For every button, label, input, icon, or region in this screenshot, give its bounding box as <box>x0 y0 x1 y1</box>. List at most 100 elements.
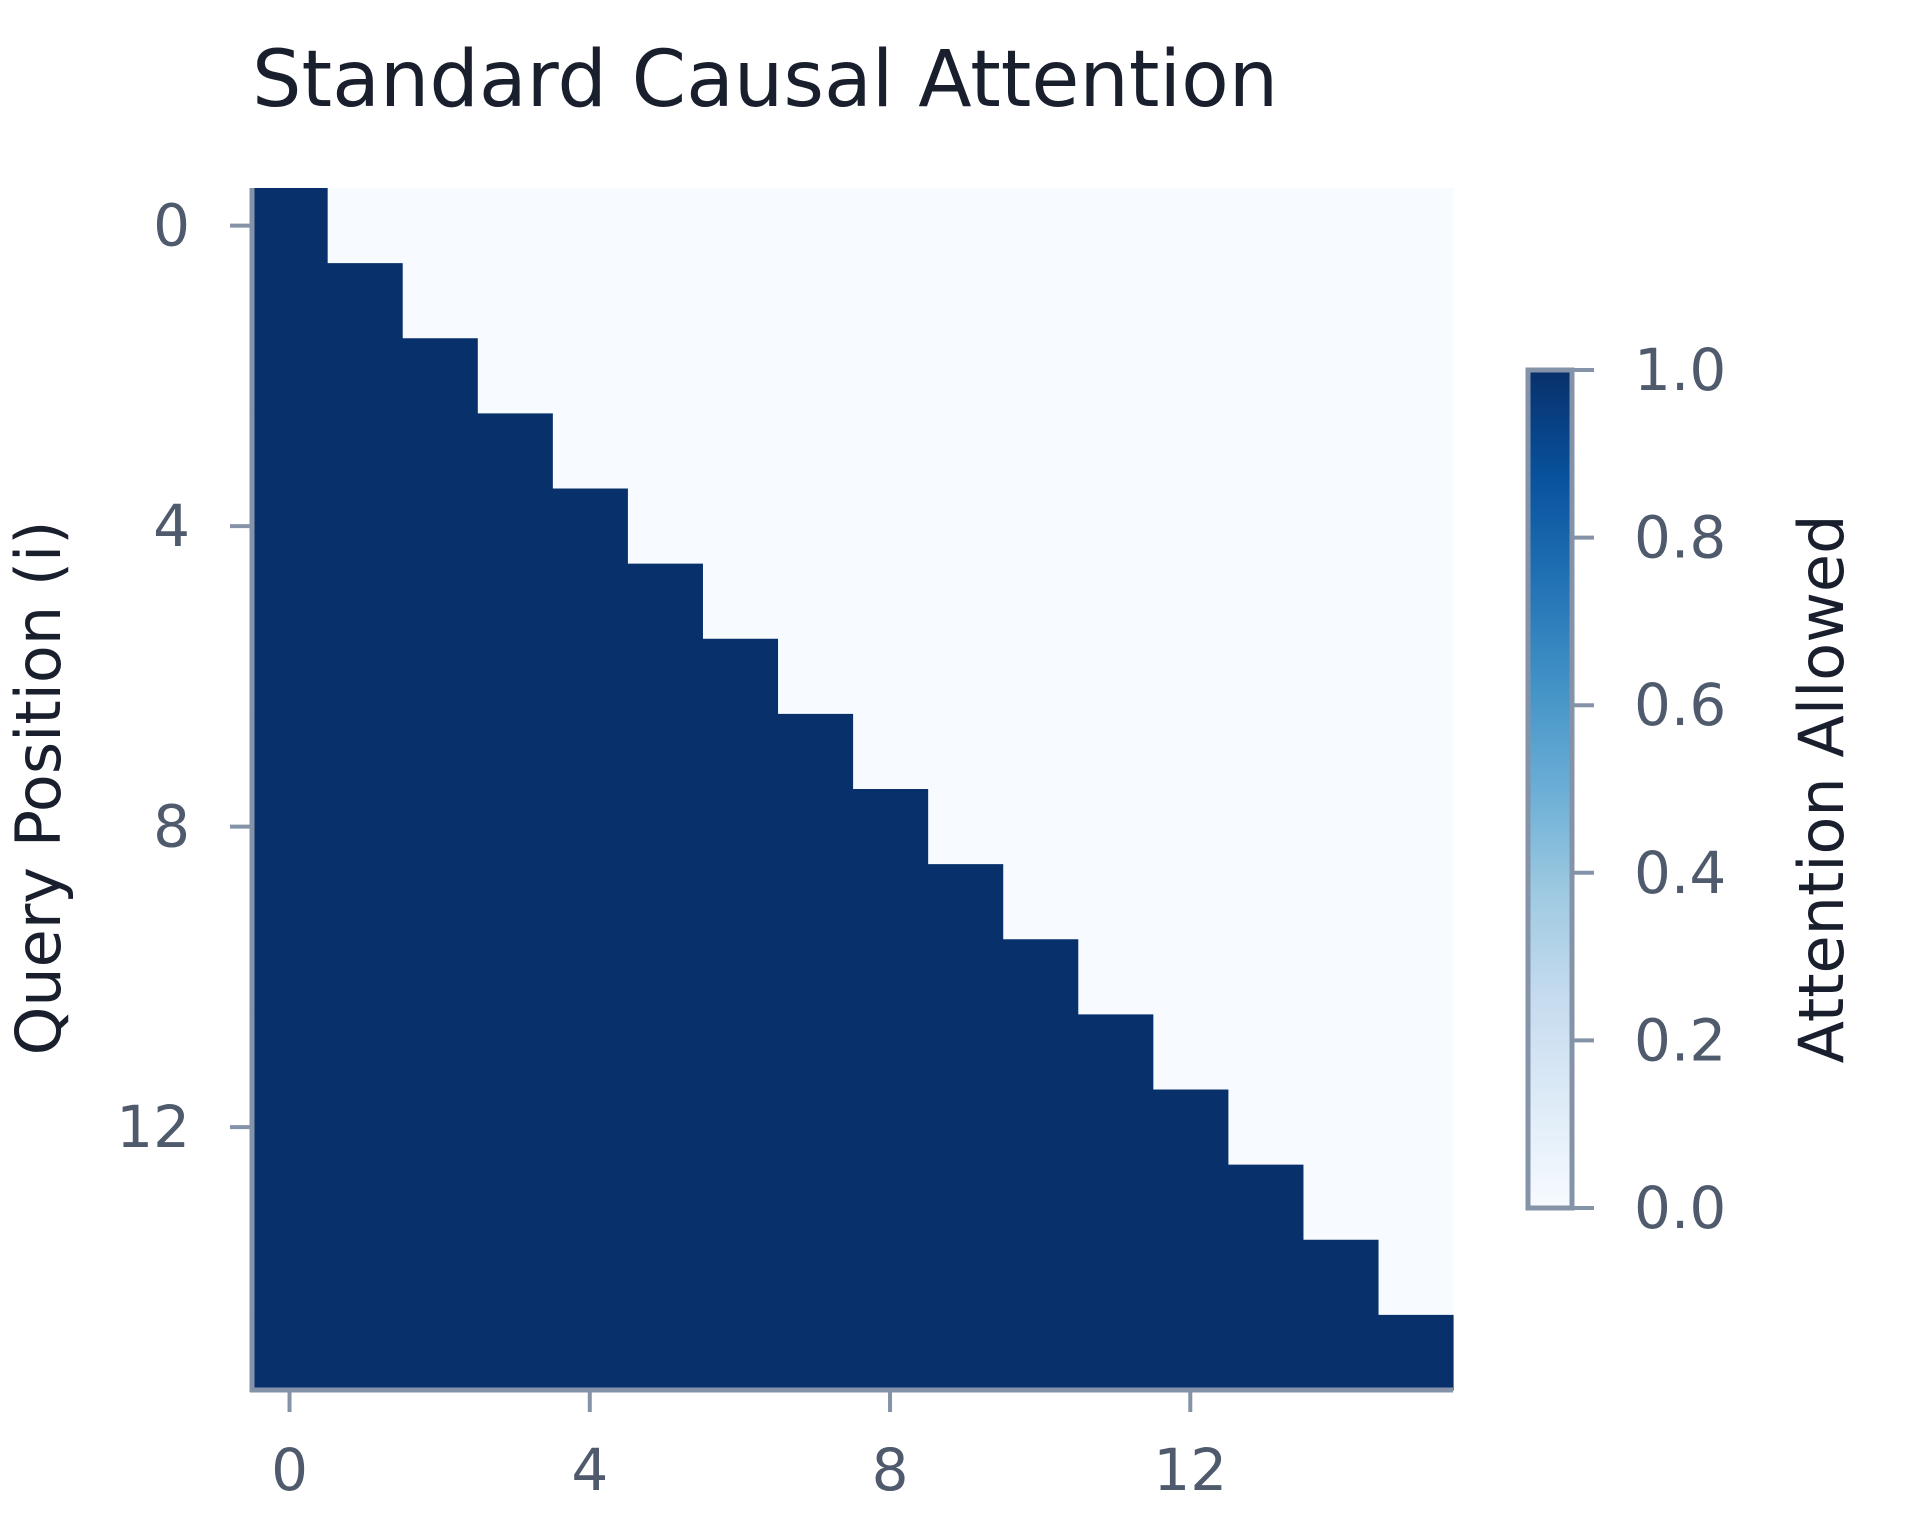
heatmap-cell <box>1377 1314 1454 1391</box>
heatmap-cell <box>327 1014 403 1091</box>
heatmap-cell <box>1227 1239 1304 1316</box>
heatmap-cell <box>777 864 854 940</box>
heatmap-cell <box>627 864 703 940</box>
heatmap-cell <box>327 789 403 865</box>
heatmap-cell <box>477 563 553 640</box>
heatmap-cell <box>702 638 779 715</box>
heatmap-cell <box>327 263 403 339</box>
heatmap-cell <box>627 1089 703 1166</box>
heatmap-cell <box>402 488 478 565</box>
heatmap-cell <box>252 338 328 414</box>
heatmap-cell <box>1002 939 1079 1015</box>
heatmap-cell <box>477 1239 553 1316</box>
heatmap-cell <box>252 939 328 1015</box>
heatmap-cell <box>252 413 328 490</box>
heatmap-cell <box>327 338 403 414</box>
heatmap-cell <box>552 939 628 1015</box>
heatmap-cell <box>552 1314 628 1391</box>
heatmap-cell <box>702 1164 779 1241</box>
heatmap-cell <box>852 1014 929 1091</box>
heatmap-cell <box>402 1314 478 1391</box>
heatmap-cell <box>402 413 478 490</box>
heatmap-cell <box>252 864 328 940</box>
heatmap-cell <box>777 939 854 1015</box>
chart-title: Standard Causal Attention <box>252 35 1278 125</box>
heatmap-cell <box>477 638 553 715</box>
heatmap-cell <box>852 939 929 1015</box>
heatmap-cell <box>252 713 328 790</box>
heatmap-cell <box>627 1014 703 1091</box>
heatmap-cell <box>477 488 553 565</box>
heatmap-cell <box>552 1014 628 1091</box>
heatmap-cell <box>852 789 929 865</box>
heatmap-cell <box>552 638 628 715</box>
heatmap-cell <box>1152 1089 1229 1166</box>
heatmap-cell <box>1152 1239 1229 1316</box>
heatmap-cell <box>927 939 1004 1015</box>
heatmap-cell <box>1077 1314 1154 1391</box>
heatmap-cell <box>252 1239 328 1316</box>
heatmap-cell <box>627 939 703 1015</box>
heatmap-cell <box>627 1164 703 1241</box>
heatmap-cell <box>1227 1164 1304 1241</box>
heatmap-cell <box>327 1314 403 1391</box>
heatmap-cell <box>777 1164 854 1241</box>
heatmap-cell <box>927 864 1004 940</box>
heatmap-cell <box>1302 1314 1379 1391</box>
heatmap-cell <box>252 263 328 339</box>
heatmap-cell <box>777 1314 854 1391</box>
heatmap-cell <box>327 488 403 565</box>
heatmap-cell <box>402 1239 478 1316</box>
y-tick-label: 8 <box>153 793 190 861</box>
x-tick-label: 12 <box>1153 1436 1227 1504</box>
heatmap-cell <box>477 864 553 940</box>
heatmap-cell <box>777 1239 854 1316</box>
heatmap-cell <box>1002 1014 1079 1091</box>
heatmap-cell <box>552 488 628 565</box>
heatmap-cell <box>327 1164 403 1241</box>
colorbar-gradient <box>1525 367 1575 1211</box>
heatmap-cell <box>552 713 628 790</box>
heatmap-cell <box>852 1314 929 1391</box>
y-tick-label: 4 <box>153 492 190 560</box>
heatmap-cell <box>777 1014 854 1091</box>
heatmap-cell <box>477 789 553 865</box>
heatmap-cell <box>552 563 628 640</box>
heatmap-cell <box>702 864 779 940</box>
heatmap-cell <box>477 939 553 1015</box>
heatmap-cell <box>327 638 403 715</box>
heatmap-cell <box>852 864 929 940</box>
heatmap-cell <box>252 1164 328 1241</box>
x-tick-label: 8 <box>872 1436 909 1504</box>
heatmap-cell <box>1077 1239 1154 1316</box>
heatmap-cells <box>252 188 1454 1391</box>
heatmap-cell <box>927 1089 1004 1166</box>
colorbar-tick-label: 0.2 <box>1634 1006 1726 1074</box>
heatmap-cell <box>627 638 703 715</box>
heatmap-cell <box>402 939 478 1015</box>
heatmap-cell <box>1002 1164 1079 1241</box>
heatmap-cell <box>552 1239 628 1316</box>
heatmap-cell <box>1302 1239 1379 1316</box>
heatmap-cell <box>627 713 703 790</box>
heatmap-cell <box>327 713 403 790</box>
y-tick-label: 0 <box>153 192 190 260</box>
heatmap-cell <box>702 1239 779 1316</box>
heatmap-cell <box>477 1014 553 1091</box>
heatmap-cell <box>552 1089 628 1166</box>
heatmap-cell <box>1227 1314 1304 1391</box>
colorbar-tick-label: 0.0 <box>1634 1174 1726 1242</box>
heatmap-cell <box>927 1314 1004 1391</box>
x-tick-label: 0 <box>271 1436 308 1504</box>
colorbar: 0.0 0.2 0.4 0.6 0.8 1.0 Attention Allowed <box>1525 336 1858 1242</box>
heatmap-cell <box>1077 1014 1154 1091</box>
heatmap-cell <box>777 1089 854 1166</box>
heatmap-cell <box>627 1314 703 1391</box>
heatmap-cell <box>327 1089 403 1166</box>
heatmap-cell <box>402 713 478 790</box>
colorbar-tick-label: 0.4 <box>1634 839 1726 907</box>
heatmap-cell <box>1002 1239 1079 1316</box>
colorbar-tick-label: 0.6 <box>1634 671 1726 739</box>
heatmap-cell <box>777 789 854 865</box>
